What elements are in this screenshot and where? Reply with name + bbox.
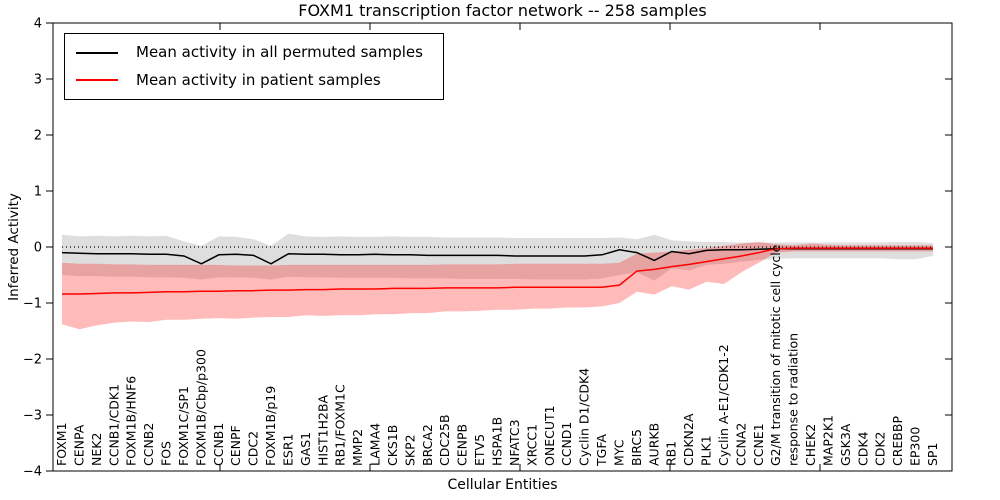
band-patient xyxy=(62,242,933,330)
legend-line-sample-red xyxy=(76,79,118,82)
x-category-label: CDC2 xyxy=(246,431,261,466)
x-category-label: CCNB1/CDK1 xyxy=(106,384,121,466)
y-tick-label: 1 xyxy=(34,185,42,200)
x-category-label: LAMA4 xyxy=(368,423,383,466)
x-category-label: NFATC3 xyxy=(507,419,522,466)
x-category-label: CCNB1 xyxy=(211,423,226,466)
x-category-label: TGFA xyxy=(594,434,609,467)
x-category-label: CCND1 xyxy=(559,422,574,466)
x-category-label: SP1 xyxy=(925,443,940,466)
x-category-label: HIST1H2BA xyxy=(315,394,330,466)
legend-entry-permuted: Mean activity in all permuted samples xyxy=(76,43,423,63)
x-category-label: Cyclin D1/CDK4 xyxy=(577,368,592,466)
legend-entry-patient: Mean activity in patient samples xyxy=(76,71,423,91)
x-category-label: CENPF xyxy=(228,425,243,466)
x-category-label: MMP2 xyxy=(350,429,365,466)
legend-label-patient: Mean activity in patient samples xyxy=(136,70,381,89)
x-category-label: HSPA1B xyxy=(490,417,505,466)
x-category-label: FOXM1B/p19 xyxy=(263,386,278,466)
x-category-label: PLK1 xyxy=(699,435,714,466)
x-category-label: CCNA2 xyxy=(733,423,748,466)
y-tick-label: −2 xyxy=(23,353,42,368)
x-category-label: RB1/FOXM1C xyxy=(333,384,348,466)
x-category-label: ONECUT1 xyxy=(542,405,557,466)
line-patient-mean xyxy=(62,247,933,295)
x-category-label: GAS1 xyxy=(298,432,313,466)
x-category-label: CDK4 xyxy=(855,431,870,466)
legend: Mean activity in all permuted samples Me… xyxy=(64,33,444,100)
x-category-label: XRCC1 xyxy=(524,424,539,466)
x-category-label: CENPB xyxy=(455,424,470,466)
y-tick-label: 0 xyxy=(34,241,42,256)
x-category-label: CKS1B xyxy=(385,425,400,466)
x-category-label: FOXM1B/HNF6 xyxy=(124,376,139,466)
x-category-label: CDK2 xyxy=(873,431,888,466)
x-category-label: GSK3A xyxy=(838,423,853,466)
x-category-label: AURKB xyxy=(646,423,661,466)
x-category-label: MAP2K1 xyxy=(821,415,836,466)
x-category-label: CCNB2 xyxy=(141,423,156,466)
chart-title: FOXM1 transcription factor network -- 25… xyxy=(298,1,707,20)
x-category-label: G2/M transition of mitotic cell cycle xyxy=(768,244,783,466)
x-category-label: ETV5 xyxy=(472,434,487,466)
x-category-label: CDKN2A xyxy=(681,413,696,466)
y-tick-label: 4 xyxy=(34,17,42,32)
x-category-label: NEK2 xyxy=(89,433,104,466)
x-category-label: CCNE1 xyxy=(751,423,766,466)
x-category-label: BIRC5 xyxy=(629,429,644,466)
x-category-label: FOS xyxy=(159,441,174,466)
x-category-label: BRCA2 xyxy=(420,424,435,466)
y-tick-label: 3 xyxy=(34,73,42,88)
x-axis-title: Cellular Entities xyxy=(447,477,558,493)
legend-label-permuted: Mean activity in all permuted samples xyxy=(136,43,423,61)
x-category-label: MYC xyxy=(611,439,626,466)
x-category-label: FOXM1 xyxy=(54,422,69,466)
x-category-label: FOXM1C/SP1 xyxy=(176,386,191,466)
band-permuted xyxy=(62,233,933,281)
y-tick-label: 2 xyxy=(34,129,42,144)
y-tick-label: −4 xyxy=(23,465,42,480)
x-category-label: response to radiation xyxy=(786,333,801,466)
y-axis-title: Inferred Activity xyxy=(6,193,22,301)
x-category-label: FOXM1B/Cbp/p300 xyxy=(193,349,208,466)
x-category-label: RB1 xyxy=(664,441,679,466)
x-category-label: CHEK2 xyxy=(803,424,818,466)
x-category-label: CENPA xyxy=(71,424,86,466)
y-tick-label: −3 xyxy=(23,409,42,424)
x-category-label: EP300 xyxy=(908,427,923,466)
x-category-label: Cyclin A-E1/CDK1-2 xyxy=(716,344,731,466)
y-tick-label: −1 xyxy=(23,297,42,312)
x-category-label: CDC25B xyxy=(437,414,452,466)
x-category-label: CREBBP xyxy=(890,416,905,466)
legend-line-sample-black xyxy=(76,51,118,54)
x-category-label: SKP2 xyxy=(402,434,417,466)
x-category-label: ESR1 xyxy=(281,434,296,466)
